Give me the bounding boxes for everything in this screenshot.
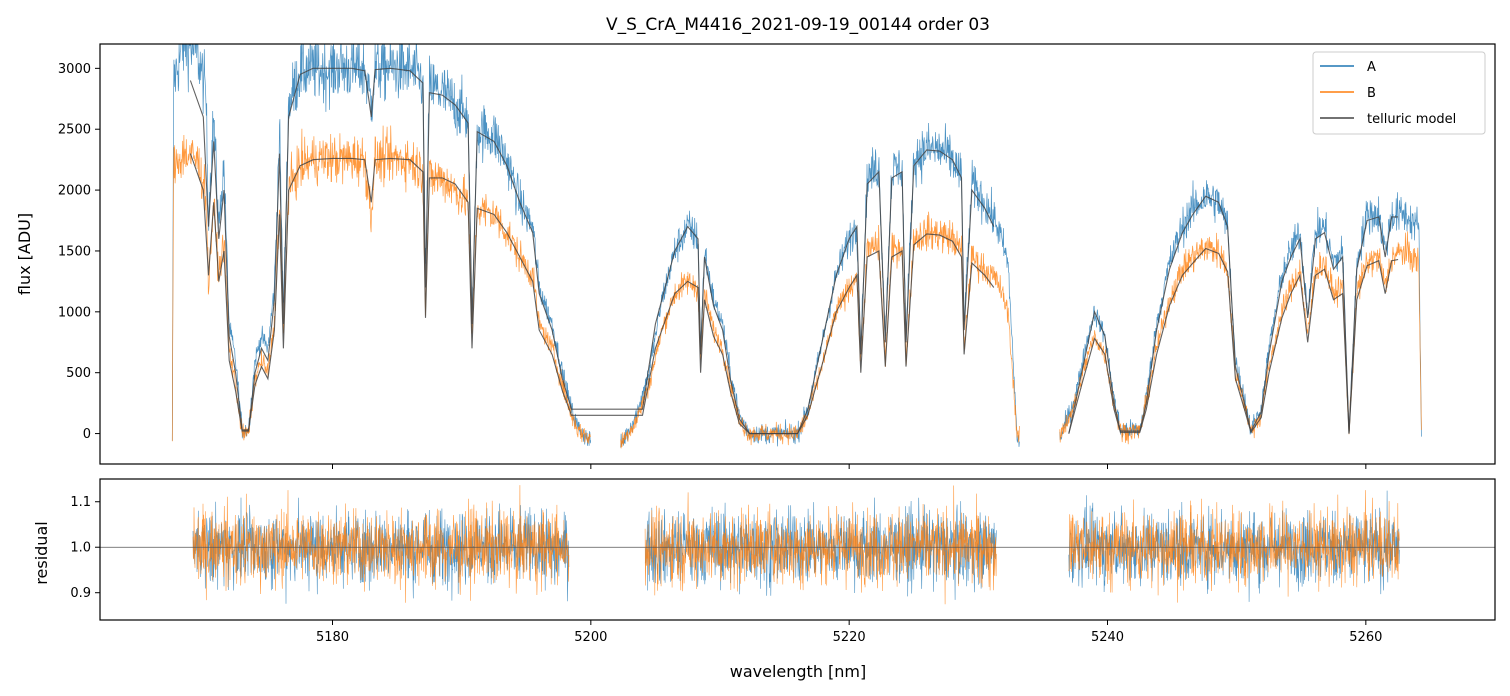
flux-axis-label: flux [ADU] [15, 213, 34, 295]
flux-ytick-label: 2500 [58, 123, 91, 138]
x-tick-label: 5200 [574, 630, 607, 645]
flux-ytick-label: 2000 [58, 184, 91, 199]
residual-ytick-label: 1.0 [70, 541, 91, 556]
x-tick-label: 5240 [1091, 630, 1124, 645]
series-line-telluric-model-a [189, 67, 995, 435]
legend: A B telluric model [1312, 51, 1486, 135]
legend-label-b: B [1367, 86, 1376, 101]
flux-panel: 0 500 1000 1500 2000 2500 3000 flux [ADU] A B … [15, 43, 1496, 469]
flux-ytick-label: 1000 [58, 305, 91, 320]
residual-panel: 0.91.01.1 5180 5200 5220 5240 5260 residual … [32, 478, 1496, 681]
flux-ytick-label: 1500 [58, 244, 91, 259]
x-axis-label: wavelength [nm] [730, 662, 867, 681]
flux-panel-frame [99, 43, 1496, 465]
flux-ytick-label: 3000 [58, 62, 91, 77]
flux-ytick-label: 0 [83, 427, 91, 442]
residual-panel-frame [99, 478, 1496, 621]
residual-axis-label: residual [32, 521, 51, 584]
x-tick-label: 5220 [833, 630, 866, 645]
series-line-b [171, 125, 1422, 449]
legend-box [1312, 51, 1486, 135]
series-line-telluric-model-b-right [1068, 247, 1399, 434]
legend-label-a: A [1367, 60, 1376, 75]
residual-line-b [192, 485, 1400, 605]
legend-label-model: telluric model [1367, 112, 1456, 127]
series-line-telluric-model-b [189, 153, 995, 435]
chart-title: V_S_CrA_M4416_2021-09-19_00144 order 03 [606, 15, 990, 35]
residual-ytick-label: 1.1 [70, 495, 91, 510]
x-tick-label: 5180 [316, 630, 349, 645]
x-tick-label: 5260 [1349, 630, 1382, 645]
flux-ytick-label: 500 [66, 366, 91, 381]
series-line-telluric-model-a-right [1068, 195, 1399, 434]
residual-ytick-label: 0.9 [70, 586, 91, 601]
